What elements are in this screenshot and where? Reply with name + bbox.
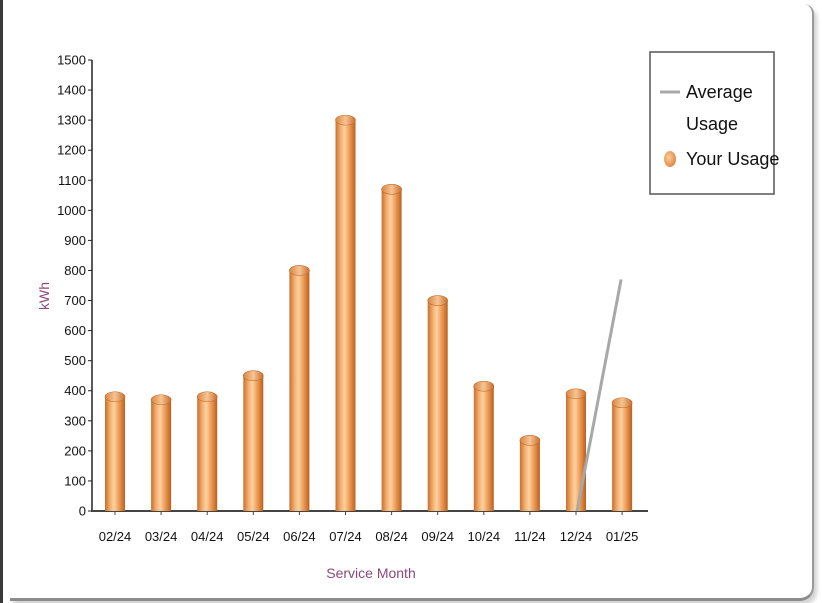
bar <box>289 265 310 511</box>
legend-box <box>649 51 775 195</box>
legend-label-your-usage: Your Usage <box>686 149 779 169</box>
bar-cap <box>611 397 633 409</box>
bar-cap <box>427 295 449 306</box>
x-tick-label: 05/24 <box>237 529 270 544</box>
y-tick-label: 1300 <box>57 113 86 128</box>
x-tick-label: 04/24 <box>191 529 224 544</box>
bar-body <box>381 189 402 511</box>
bar-cap <box>196 391 218 403</box>
y-tick-label: 400 <box>64 383 86 398</box>
y-tick-label: 0 <box>79 504 86 519</box>
y-tick-label: 1200 <box>57 143 86 158</box>
y-tick-label: 900 <box>64 233 86 248</box>
average-usage-line <box>575 279 623 512</box>
y-tick-label: 700 <box>64 293 86 308</box>
y-tick-label: 1400 <box>57 83 86 98</box>
legend: Average Usage Your Usage <box>649 51 779 195</box>
bar <box>427 295 449 511</box>
legend-label-average-line2: Usage <box>686 114 738 134</box>
x-tick-label: 08/24 <box>375 529 408 544</box>
bar <box>104 391 126 511</box>
bar <box>565 388 587 511</box>
y-tick-label: 500 <box>64 353 86 368</box>
y-tick-label: 1000 <box>57 203 86 218</box>
bar-cap <box>381 183 402 195</box>
x-tick-label: 11/24 <box>514 529 546 544</box>
x-tick-label: 01/25 <box>606 529 639 544</box>
y-tick-label: 1100 <box>58 173 86 188</box>
bar-cap <box>289 265 310 276</box>
bar-cap <box>104 391 126 403</box>
bar <box>335 114 356 511</box>
x-tick-label: 09/24 <box>421 529 454 544</box>
x-tick-label: 10/24 <box>468 529 501 544</box>
x-tick-label: 02/24 <box>99 529 132 544</box>
bar-body <box>151 399 172 511</box>
legend-label-average-line1: Average <box>686 82 753 102</box>
x-tick-label: 07/24 <box>329 529 362 544</box>
y-axis-title: kWh <box>36 282 52 310</box>
bar <box>473 380 495 511</box>
bar-body <box>197 396 218 511</box>
bar-body <box>289 270 310 511</box>
bar <box>196 391 218 511</box>
x-axis: 02/24 03/24 04/24 05/24 06/24 07/24 08/24 09/24… <box>92 510 648 544</box>
bar-cap <box>150 394 172 406</box>
x-tick-label: 03/24 <box>145 529 178 544</box>
x-tick-label: 06/24 <box>283 529 316 544</box>
y-axis: 0 100 200 300 400 500 600 700 800 900 1000 1100 1200… <box>57 53 93 519</box>
bar <box>150 394 172 511</box>
bar-cap <box>519 435 541 446</box>
bar-cap <box>243 370 264 382</box>
y-tick-label: 300 <box>64 413 86 428</box>
y-tick-label: 1500 <box>57 53 86 68</box>
y-tick-label: 800 <box>64 263 86 278</box>
window-edge <box>0 0 3 603</box>
bar-cap <box>335 114 356 126</box>
bar-body <box>612 402 633 511</box>
bar-body <box>473 386 494 511</box>
bar-cap <box>565 388 587 400</box>
y-tick-label: 100 <box>64 473 86 488</box>
bar <box>611 397 633 511</box>
x-tick-label: 12/24 <box>560 529 593 544</box>
bar-body <box>335 120 356 511</box>
bar-series-your-usage <box>104 114 633 511</box>
y-tick-label: 200 <box>64 443 86 458</box>
bar-body <box>566 393 586 511</box>
bar-cap <box>473 380 495 392</box>
legend-circle-marker <box>664 151 676 167</box>
bar-body <box>519 440 540 511</box>
line-series-average-usage <box>575 279 623 512</box>
bar <box>381 183 402 511</box>
bar <box>243 370 264 511</box>
bar-body <box>427 300 448 511</box>
bar-body <box>105 396 125 511</box>
x-axis-title: Service Month <box>326 565 415 581</box>
y-tick-label: 600 <box>64 323 86 338</box>
bar-body <box>243 375 264 511</box>
bar <box>519 435 541 511</box>
